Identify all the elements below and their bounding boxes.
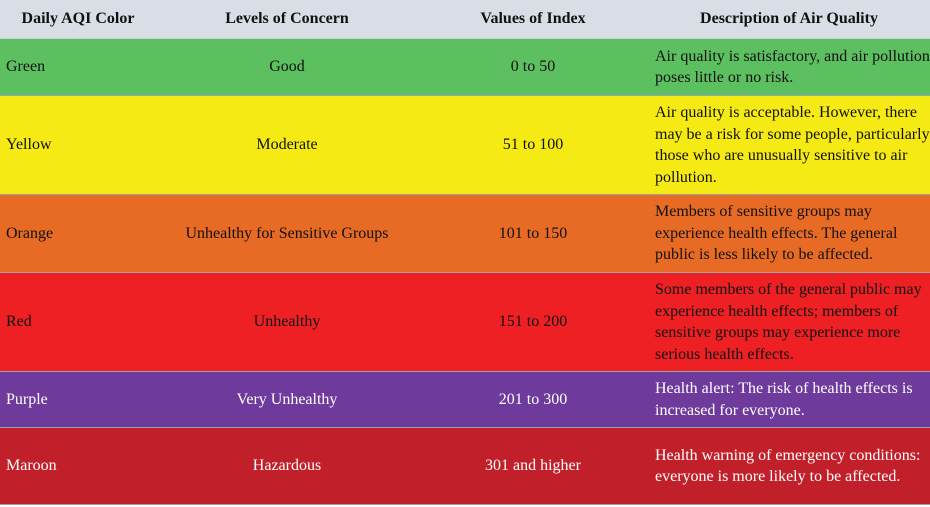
index-values-cell: 0 to 50 xyxy=(418,38,648,96)
header-row: Daily AQI Color Levels of Concern Values… xyxy=(0,0,930,39)
description-cell: Members of sensitive groups may experien… xyxy=(648,194,930,273)
level-of-concern-cell: Hazardous xyxy=(156,427,418,505)
header-levels-of-concern: Levels of Concern xyxy=(156,0,418,39)
description-cell: Some members of the general public may e… xyxy=(648,272,930,372)
aqi-color-cell: Yellow xyxy=(0,95,156,195)
index-values-cell: 151 to 200 xyxy=(418,272,648,372)
level-of-concern-cell: Good xyxy=(156,38,418,96)
aqi-color-cell: Maroon xyxy=(0,427,156,505)
level-of-concern-cell: Unhealthy for Sensitive Groups xyxy=(156,194,418,273)
table-row: Orange Unhealthy for Sensitive Groups 10… xyxy=(0,194,930,273)
description-cell: Air quality is satisfactory, and air pol… xyxy=(648,38,930,96)
header-values-of-index: Values of Index xyxy=(418,0,648,39)
aqi-color-cell: Red xyxy=(0,272,156,372)
index-values-cell: 51 to 100 xyxy=(418,95,648,195)
level-of-concern-cell: Moderate xyxy=(156,95,418,195)
index-values-cell: 101 to 150 xyxy=(418,194,648,273)
table-row: Green Good 0 to 50 Air quality is satisf… xyxy=(0,38,930,96)
aqi-color-cell: Green xyxy=(0,38,156,96)
table-row: Yellow Moderate 51 to 100 Air quality is… xyxy=(0,95,930,195)
table-row: Purple Very Unhealthy 201 to 300 Health … xyxy=(0,371,930,428)
level-of-concern-cell: Unhealthy xyxy=(156,272,418,372)
description-cell: Air quality is acceptable. However, ther… xyxy=(648,95,930,195)
header-description: Description of Air Quality xyxy=(648,0,930,39)
table-row: Maroon Hazardous 301 and higher Health w… xyxy=(0,427,930,505)
header-daily-aqi-color: Daily AQI Color xyxy=(0,0,156,39)
aqi-color-cell: Purple xyxy=(0,371,156,428)
level-of-concern-cell: Very Unhealthy xyxy=(156,371,418,428)
aqi-color-cell: Orange xyxy=(0,194,156,273)
description-cell: Health alert: The risk of health effects… xyxy=(648,371,930,428)
index-values-cell: 301 and higher xyxy=(418,427,648,505)
description-cell: Health warning of emergency conditions: … xyxy=(648,427,930,505)
index-values-cell: 201 to 300 xyxy=(418,371,648,428)
table-row: Red Unhealthy 151 to 200 Some members of… xyxy=(0,272,930,372)
